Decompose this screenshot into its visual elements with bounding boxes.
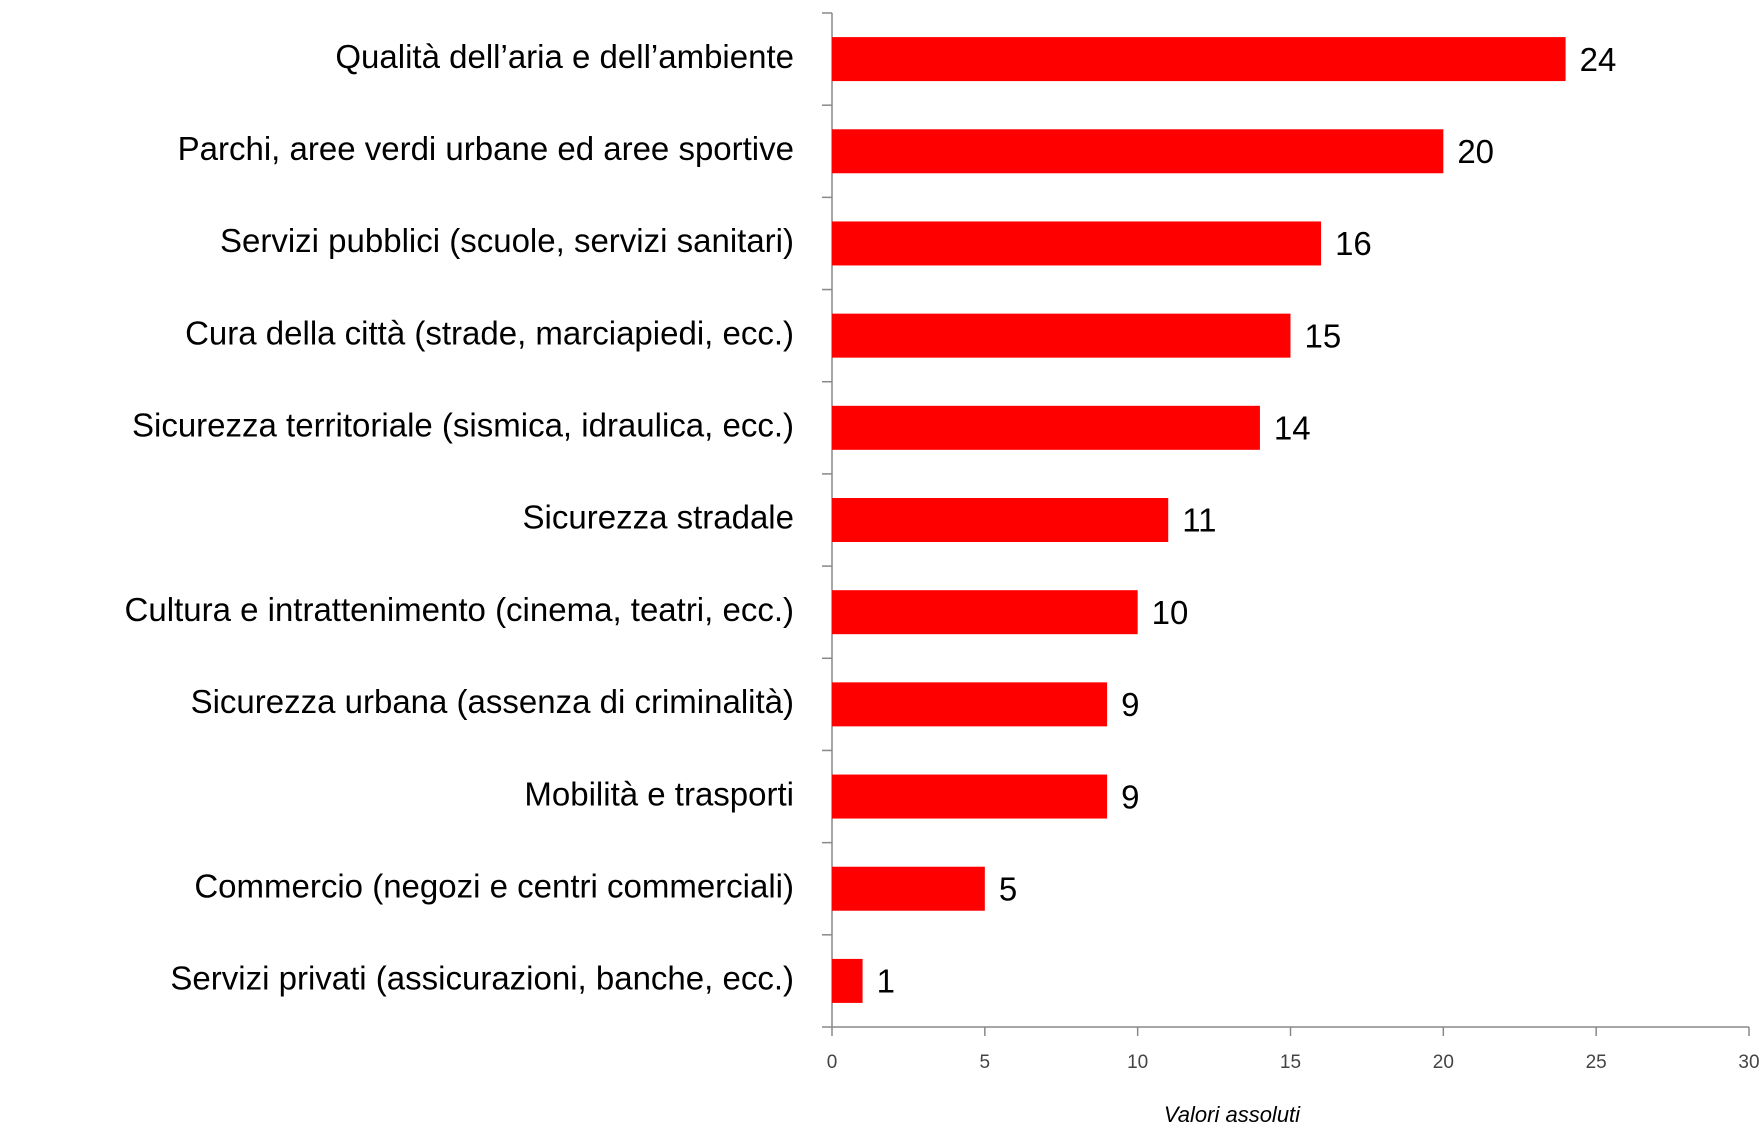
value-label: 1: [877, 963, 895, 1000]
value-label: 5: [999, 870, 1017, 907]
bar: [832, 313, 1291, 358]
bar: [832, 221, 1322, 266]
value-label: 15: [1305, 317, 1342, 354]
value-label: 11: [1182, 502, 1216, 539]
bar: [832, 129, 1444, 174]
x-tick-label: 10: [1127, 1052, 1148, 1073]
y-tick-label: Servizi pubblici (scuole, servizi sanita…: [220, 222, 794, 259]
y-tick-label: Qualità dell’aria e dell’ambiente: [335, 38, 794, 75]
value-label: 9: [1121, 686, 1139, 723]
value-label: 20: [1457, 133, 1494, 170]
y-tick-label: Commercio (negozi e centri commerciali): [194, 867, 794, 904]
y-tick-label: Mobilità e trasporti: [524, 775, 794, 812]
value-label: 16: [1335, 225, 1372, 262]
y-tick-label: Sicurezza stradale: [523, 499, 794, 536]
bar: [832, 682, 1108, 727]
y-tick-label: Cultura e intrattenimento (cinema, teatr…: [125, 591, 794, 628]
value-label: 10: [1152, 594, 1189, 631]
y-tick-label: Parchi, aree verdi urbane ed aree sporti…: [178, 130, 794, 167]
x-tick-label: 20: [1433, 1052, 1454, 1073]
bar: [832, 866, 985, 911]
y-tick-label: Sicurezza urbana (assenza di criminalità…: [191, 683, 794, 720]
value-label: 24: [1580, 41, 1617, 78]
y-tick-label: Sicurezza territoriale (sismica, idrauli…: [132, 407, 794, 444]
bar: [832, 958, 863, 1003]
value-label: 9: [1121, 778, 1139, 815]
x-tick-label: 0: [827, 1052, 838, 1073]
y-tick-label: Servizi privati (assicurazioni, banche, …: [170, 960, 794, 997]
value-label: 14: [1274, 410, 1311, 447]
x-tick-label: 25: [1586, 1052, 1607, 1073]
bar: [832, 37, 1566, 82]
x-tick-label: 5: [980, 1052, 991, 1073]
x-tick-label: 15: [1280, 1052, 1301, 1073]
bar: [832, 498, 1169, 542]
bar: [832, 774, 1108, 819]
bar: [832, 590, 1138, 635]
bar: [832, 405, 1260, 450]
x-axis-title: Valori assoluti: [1164, 1102, 1301, 1127]
x-tick-label: 30: [1738, 1052, 1759, 1073]
y-tick-label: Cura della città (strade, marciapiedi, e…: [185, 314, 794, 351]
